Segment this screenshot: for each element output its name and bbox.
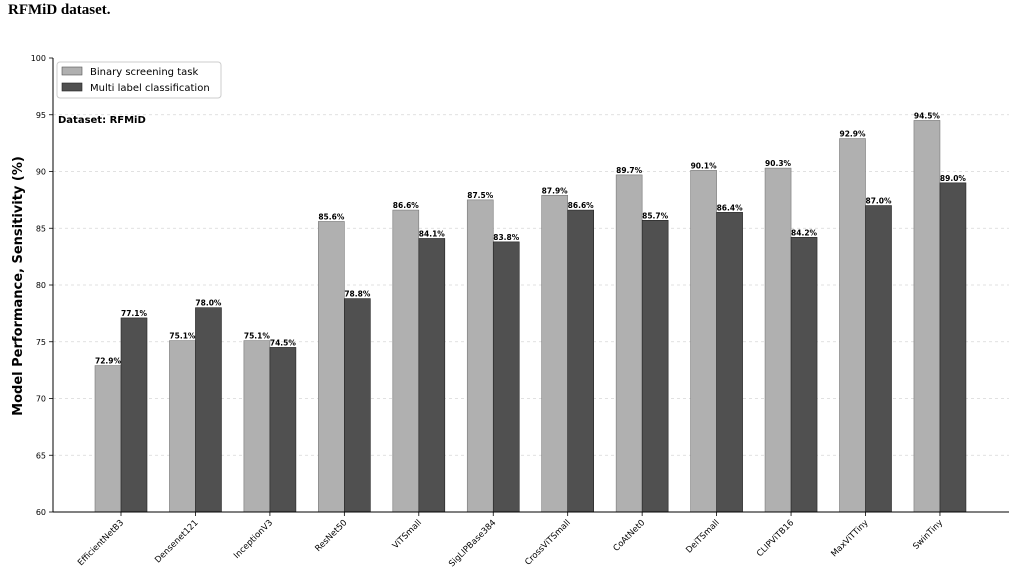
bar-multilabel bbox=[492, 241, 520, 513]
bar-value-label: 85.7% bbox=[642, 211, 669, 220]
bar-binary bbox=[913, 120, 941, 513]
x-tick-label: Densenet121 bbox=[153, 518, 200, 565]
bar-value-label: 87.9% bbox=[542, 186, 569, 195]
x-tick-label: SigLIPBase384 bbox=[447, 518, 498, 569]
bar-value-label: 87.0% bbox=[865, 197, 892, 206]
bar-value-label: 89.0% bbox=[940, 174, 967, 183]
x-tick-label: SwinTiny bbox=[911, 518, 945, 552]
legend-label-binary: Binary screening task bbox=[90, 67, 198, 78]
x-tick-label: CLIPViTB16 bbox=[755, 518, 796, 559]
y-tick-label: 80 bbox=[36, 281, 46, 290]
y-tick-label: 70 bbox=[36, 395, 46, 404]
data-labels: 72.9%77.1%75.1%78.0%75.1%74.5%85.6%78.8%… bbox=[95, 111, 966, 365]
bar-binary bbox=[94, 365, 122, 513]
bar-binary bbox=[690, 170, 717, 513]
bar-value-label: 86.4% bbox=[717, 203, 744, 212]
bar-value-label: 89.7% bbox=[616, 166, 643, 175]
bar-value-label: 78.8% bbox=[344, 290, 371, 299]
bar-multilabel bbox=[716, 212, 743, 513]
figure-caption: RFMiD dataset. bbox=[8, 2, 111, 18]
bar-value-label: 74.5% bbox=[270, 338, 297, 347]
bar-multilabel bbox=[865, 205, 892, 513]
bar-multilabel bbox=[195, 307, 222, 513]
bar-binary bbox=[392, 209, 420, 513]
bar-value-label: 86.6% bbox=[568, 201, 595, 210]
legend-swatch-multilabel bbox=[61, 82, 83, 92]
y-tick-label: 65 bbox=[36, 451, 46, 460]
bar-value-label: 78.0% bbox=[195, 299, 222, 308]
dataset-annotation: Dataset: RFMiD bbox=[58, 115, 146, 126]
bar-multilabel bbox=[790, 237, 818, 513]
bar-multilabel bbox=[939, 182, 967, 513]
bar-value-label: 75.1% bbox=[244, 332, 271, 341]
y-tick-label: 60 bbox=[36, 508, 46, 517]
x-tick-label: CoAtNet0 bbox=[612, 518, 648, 554]
bar-value-label: 72.9% bbox=[95, 357, 122, 366]
y-tick-label: 95 bbox=[36, 111, 46, 120]
x-tick-label: ViTSmall bbox=[391, 518, 424, 551]
bar-multilabel bbox=[641, 220, 669, 513]
legend: Binary screening task Multi label classi… bbox=[56, 61, 222, 99]
bar-multilabel bbox=[344, 298, 371, 513]
bar-value-label: 86.6% bbox=[393, 201, 420, 210]
x-tick-label: InceptionV3 bbox=[232, 518, 275, 561]
bar-binary bbox=[466, 199, 494, 513]
x-tick-label: DeiTSmall bbox=[684, 518, 721, 555]
bar-binary bbox=[764, 167, 792, 513]
x-tick-label: ResNet50 bbox=[313, 518, 349, 554]
bar-value-label: 87.5% bbox=[467, 191, 494, 200]
bar-binary bbox=[541, 195, 569, 513]
bar-value-label: 75.1% bbox=[169, 332, 196, 341]
bar-binary bbox=[243, 340, 271, 513]
bar-value-label: 77.1% bbox=[121, 309, 148, 318]
bar-value-label: 83.8% bbox=[493, 233, 520, 242]
y-axis-label: Model Performance, Sensitivity (%) bbox=[11, 156, 26, 416]
x-tick-label: EfficientNetB3 bbox=[76, 518, 126, 568]
bar-binary bbox=[615, 174, 643, 513]
legend-label-multilabel: Multi label classification bbox=[90, 83, 210, 94]
bar-value-label: 92.9% bbox=[839, 130, 866, 139]
bar-binary bbox=[318, 221, 345, 513]
bar-value-label: 85.6% bbox=[318, 212, 345, 221]
bar-value-label: 90.3% bbox=[765, 159, 792, 168]
bars bbox=[94, 120, 967, 513]
bar-multilabel bbox=[567, 209, 595, 513]
bar-value-label: 94.5% bbox=[914, 111, 941, 120]
x-tick-label: CrossViTSmall bbox=[523, 518, 573, 568]
x-tick-label: MaxViTTiny bbox=[829, 518, 870, 559]
legend-frame bbox=[56, 61, 222, 99]
bar-value-label: 84.1% bbox=[419, 229, 446, 238]
legend-swatch-binary bbox=[61, 66, 83, 76]
bar-multilabel bbox=[120, 317, 148, 513]
bar-multilabel bbox=[418, 238, 446, 513]
y-tick-label: 75 bbox=[36, 338, 46, 347]
bar-value-label: 84.2% bbox=[791, 228, 818, 237]
y-tick-label: 100 bbox=[31, 54, 46, 63]
y-tick-label: 90 bbox=[36, 168, 46, 177]
bar-binary bbox=[839, 138, 866, 513]
y-tick-label: 85 bbox=[36, 224, 46, 233]
bar-value-label: 90.1% bbox=[691, 161, 718, 170]
bar-multilabel bbox=[269, 347, 297, 513]
bar-binary bbox=[169, 340, 196, 513]
